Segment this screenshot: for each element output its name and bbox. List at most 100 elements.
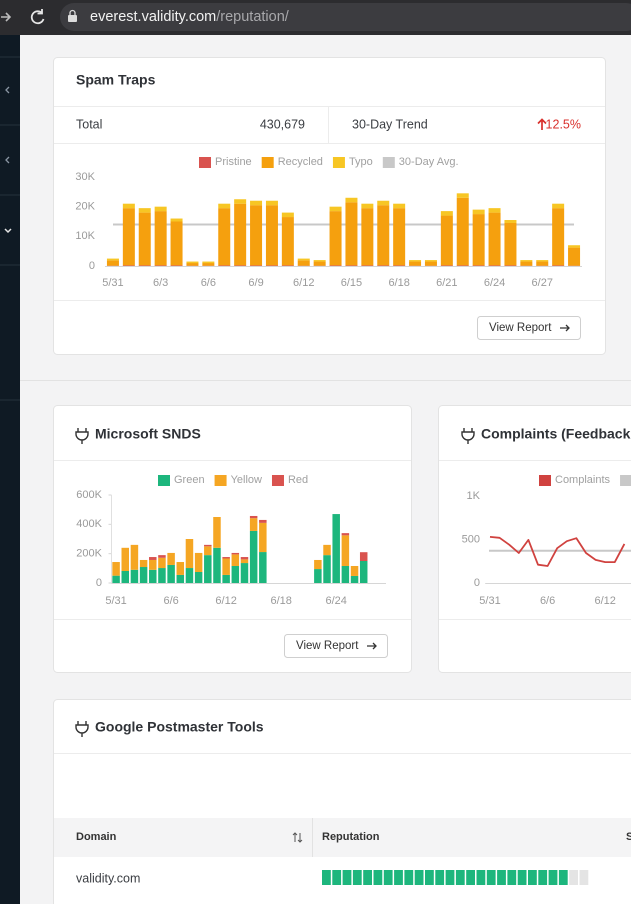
view-report-button[interactable]: View Report [477,316,581,340]
bar-segment [130,544,139,570]
bar-segment [520,260,533,262]
bar-segment [329,206,342,212]
button-arrow[interactable] [367,642,377,650]
reputation-segment [383,870,393,885]
bar-segment [424,260,437,262]
bar-segment [154,211,167,266]
x-tick-label: 6/6 [163,595,178,607]
reputation-segment [486,870,496,885]
reputation-segment [579,870,589,885]
x-tick-label: 6/9 [248,277,263,289]
bar-segment [194,572,203,583]
bar-segment [112,562,120,576]
bar-segment [393,265,406,266]
bar-segment [456,193,469,198]
bar-segment [259,522,267,553]
bar-segment [106,258,119,261]
bar-segment [568,245,581,248]
bar-segment [186,261,199,264]
bar-segment [204,555,212,583]
legend-swatch [199,157,211,168]
bar-segment [213,547,221,583]
bar-segment [504,222,517,266]
bar-segment [249,515,258,519]
column-header[interactable]: S [626,831,631,843]
plug-icon [75,428,89,444]
bar-segment [259,552,267,583]
bar-segment [106,260,119,266]
forward-icon[interactable] [1,12,12,22]
y-tick-label: 0 [96,577,102,589]
stat-trend: 12.5% [546,117,581,131]
stat-value: 430,679 [260,117,305,131]
reputation-segment [322,870,331,885]
bar-segment [265,205,278,266]
address-bar[interactable] [60,3,631,31]
x-tick-label: 6/21 [436,277,457,289]
button-frame[interactable] [477,316,581,340]
column-header[interactable]: Reputation [322,831,380,843]
bar-segment [332,514,340,583]
button-label[interactable]: View Report [489,322,552,334]
bar-segment [231,554,240,566]
bar-segment [122,208,135,266]
bar-segment [138,265,151,266]
button-frame[interactable] [284,634,388,658]
bar-segment [472,214,485,266]
sidebar-dividers [0,56,20,401]
reputation-segment [497,870,506,885]
legend-swatch [332,157,345,168]
lock-icon [69,9,76,15]
legend-label: Yellow [231,474,262,486]
bar-segment [281,217,294,266]
reputation-segment [466,870,475,885]
bar-segment [504,220,517,223]
reputation-segment [342,870,352,885]
bar-segment [361,265,374,266]
bar-segment [249,530,258,583]
bar-segment [329,265,342,266]
bar-segment [218,265,231,266]
bar-segment [138,208,151,213]
bar-segment [121,570,130,583]
bar-segment [202,263,215,266]
bar-segment [186,263,199,266]
legend-swatch [158,475,170,486]
bar-segment [359,561,368,583]
reputation-segment [394,870,403,885]
reputation-segment [425,870,434,885]
button-arrow[interactable] [560,324,570,332]
stat-label: 30-Day Trend [352,117,428,131]
bar-segment [341,565,350,583]
bar-segment [139,567,148,583]
bar-segment [552,265,565,266]
sort-icon[interactable] [292,832,303,843]
bar-segment [329,211,342,266]
bar-segment [456,197,469,266]
spam-traps-card [53,57,606,355]
reputation-segment [528,870,537,885]
view-report-button[interactable]: View Report [284,634,388,658]
reload-icon[interactable] [30,9,45,25]
bar-segment [167,552,175,565]
bar-segment [536,260,549,262]
bar-segment [213,517,221,548]
bar-segment [234,265,247,266]
sidebar-arrows[interactable] [5,86,10,164]
x-tick-label: 5/31 [479,595,500,607]
bar-segment [185,539,194,569]
bar-segment [323,555,331,583]
bar-segment [536,261,549,266]
y-tick-label: 400K [76,518,102,530]
bar-segment [149,569,157,583]
card-title: Google Postmaster Tools [95,719,264,735]
reputation-segment [558,870,568,885]
bar-segment [149,559,157,570]
reputation-segment [404,870,414,885]
button-label[interactable]: View Report [296,640,359,652]
sidebar-expand[interactable] [4,228,12,234]
y-tick-label: 500 [462,533,480,545]
bar-segment [231,565,240,583]
table-header [54,818,631,857]
column-header[interactable]: Domain [76,831,117,843]
